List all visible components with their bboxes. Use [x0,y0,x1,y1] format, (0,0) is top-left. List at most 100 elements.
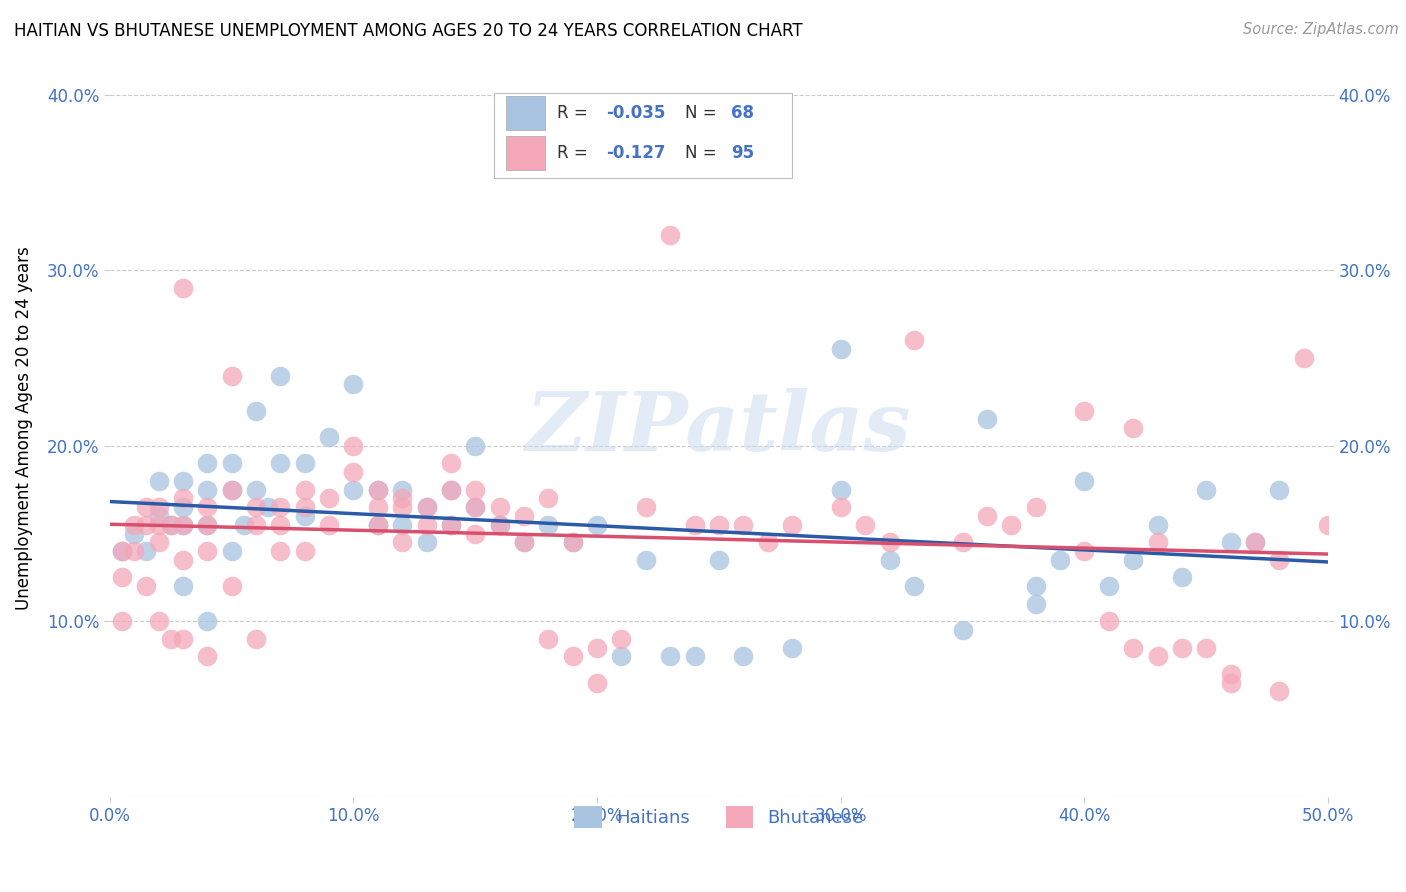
Point [195,517,218,532]
Point [830,483,852,497]
Point [221,456,243,470]
Point [464,483,486,497]
Point [1122,421,1144,435]
Point [172,632,194,646]
Point [148,535,170,549]
Point [159,517,181,532]
Point [756,535,779,549]
Point [879,535,901,549]
Point [488,517,510,532]
Point [221,368,243,383]
Point [537,491,560,506]
Point [294,508,316,523]
Text: N =: N = [685,104,721,122]
Point [1268,684,1291,698]
Point [1025,597,1047,611]
Point [245,500,267,515]
Point [172,474,194,488]
Point [172,281,194,295]
Point [415,517,437,532]
Point [464,526,486,541]
Point [294,483,316,497]
Point [1098,579,1121,593]
Point [318,491,340,506]
Point [391,535,413,549]
Point [1146,649,1168,664]
Point [1025,500,1047,515]
Point [1073,474,1095,488]
Point [294,456,316,470]
Point [1268,483,1291,497]
Point [415,500,437,515]
Point [195,456,218,470]
Point [245,632,267,646]
Point [1049,553,1071,567]
Point [148,614,170,628]
Point [1195,483,1218,497]
Point [195,483,218,497]
Point [976,508,998,523]
Point [367,517,389,532]
Point [1268,553,1291,567]
Point [367,483,389,497]
Point [659,228,682,243]
Point [318,430,340,444]
Text: ZIPatlas: ZIPatlas [526,388,911,468]
Point [122,526,145,541]
Point [733,517,755,532]
Point [561,535,583,549]
Point [111,544,134,558]
Point [1219,667,1241,681]
Point [1292,351,1315,365]
Point [440,517,463,532]
Point [159,632,181,646]
Text: R =: R = [557,145,598,162]
Point [122,517,145,532]
Point [172,579,194,593]
Point [269,368,291,383]
Point [342,465,364,479]
Point [586,640,609,655]
Point [172,491,194,506]
Point [440,517,463,532]
Point [634,500,657,515]
Point [415,500,437,515]
Point [342,377,364,392]
FancyBboxPatch shape [494,93,792,178]
Point [488,517,510,532]
Point [135,579,157,593]
Point [780,640,803,655]
Point [294,500,316,515]
Point [976,412,998,426]
FancyBboxPatch shape [506,136,544,170]
Point [391,491,413,506]
Point [415,535,437,549]
Point [172,500,194,515]
Point [367,517,389,532]
Point [148,517,170,532]
Point [537,632,560,646]
Point [135,544,157,558]
Point [464,500,486,515]
Point [232,517,254,532]
Text: 68: 68 [731,104,754,122]
Point [391,517,413,532]
Point [148,508,170,523]
Point [464,439,486,453]
Point [221,483,243,497]
Point [391,500,413,515]
Point [1025,579,1047,593]
Point [172,517,194,532]
Point [1195,640,1218,655]
Point [561,649,583,664]
Point [853,517,876,532]
Point [952,535,974,549]
Point [634,553,657,567]
Point [830,342,852,356]
Point [513,508,536,523]
Point [1073,544,1095,558]
Point [879,553,901,567]
Point [245,403,267,417]
Point [707,517,730,532]
Point [586,517,609,532]
